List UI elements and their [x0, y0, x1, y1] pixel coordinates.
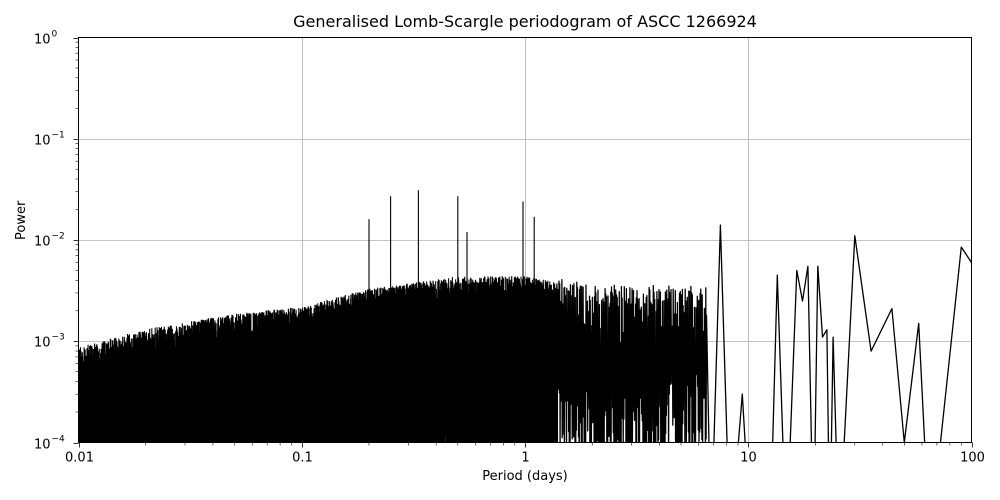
y-tick-exponent: −4: [52, 435, 66, 445]
y-tick-exponent: −3: [52, 333, 65, 343]
axes-frame: [78, 37, 972, 443]
x-tick-label: 100: [960, 451, 985, 466]
y-tick-label: 10: [34, 438, 51, 453]
power-curve-dense: [78, 190, 559, 443]
chart-title: Generalised Lomb-Scargle periodogram of …: [293, 12, 757, 31]
x-tick-labels: 0.01 0.1 1 10 100: [65, 451, 985, 466]
x-tick-label: 1: [521, 451, 529, 466]
y-tick-label: 10: [34, 134, 51, 149]
y-tick-label: 10: [34, 336, 51, 351]
y-tick-exponent: −2: [52, 232, 65, 242]
power-curve: [78, 190, 972, 443]
x-tick-label: 10: [740, 451, 757, 466]
y-tick-label: 10: [34, 33, 51, 48]
x-tick-label: 0.01: [65, 451, 94, 466]
x-tick-label: 0.1: [292, 451, 313, 466]
y-tick-exponent: −1: [52, 131, 65, 141]
power-curve-smooth: [556, 224, 972, 443]
y-tick-exponent: 0: [52, 30, 58, 40]
x-axis-label: Period (days): [482, 469, 568, 484]
y-tick-label: 10: [34, 235, 51, 250]
